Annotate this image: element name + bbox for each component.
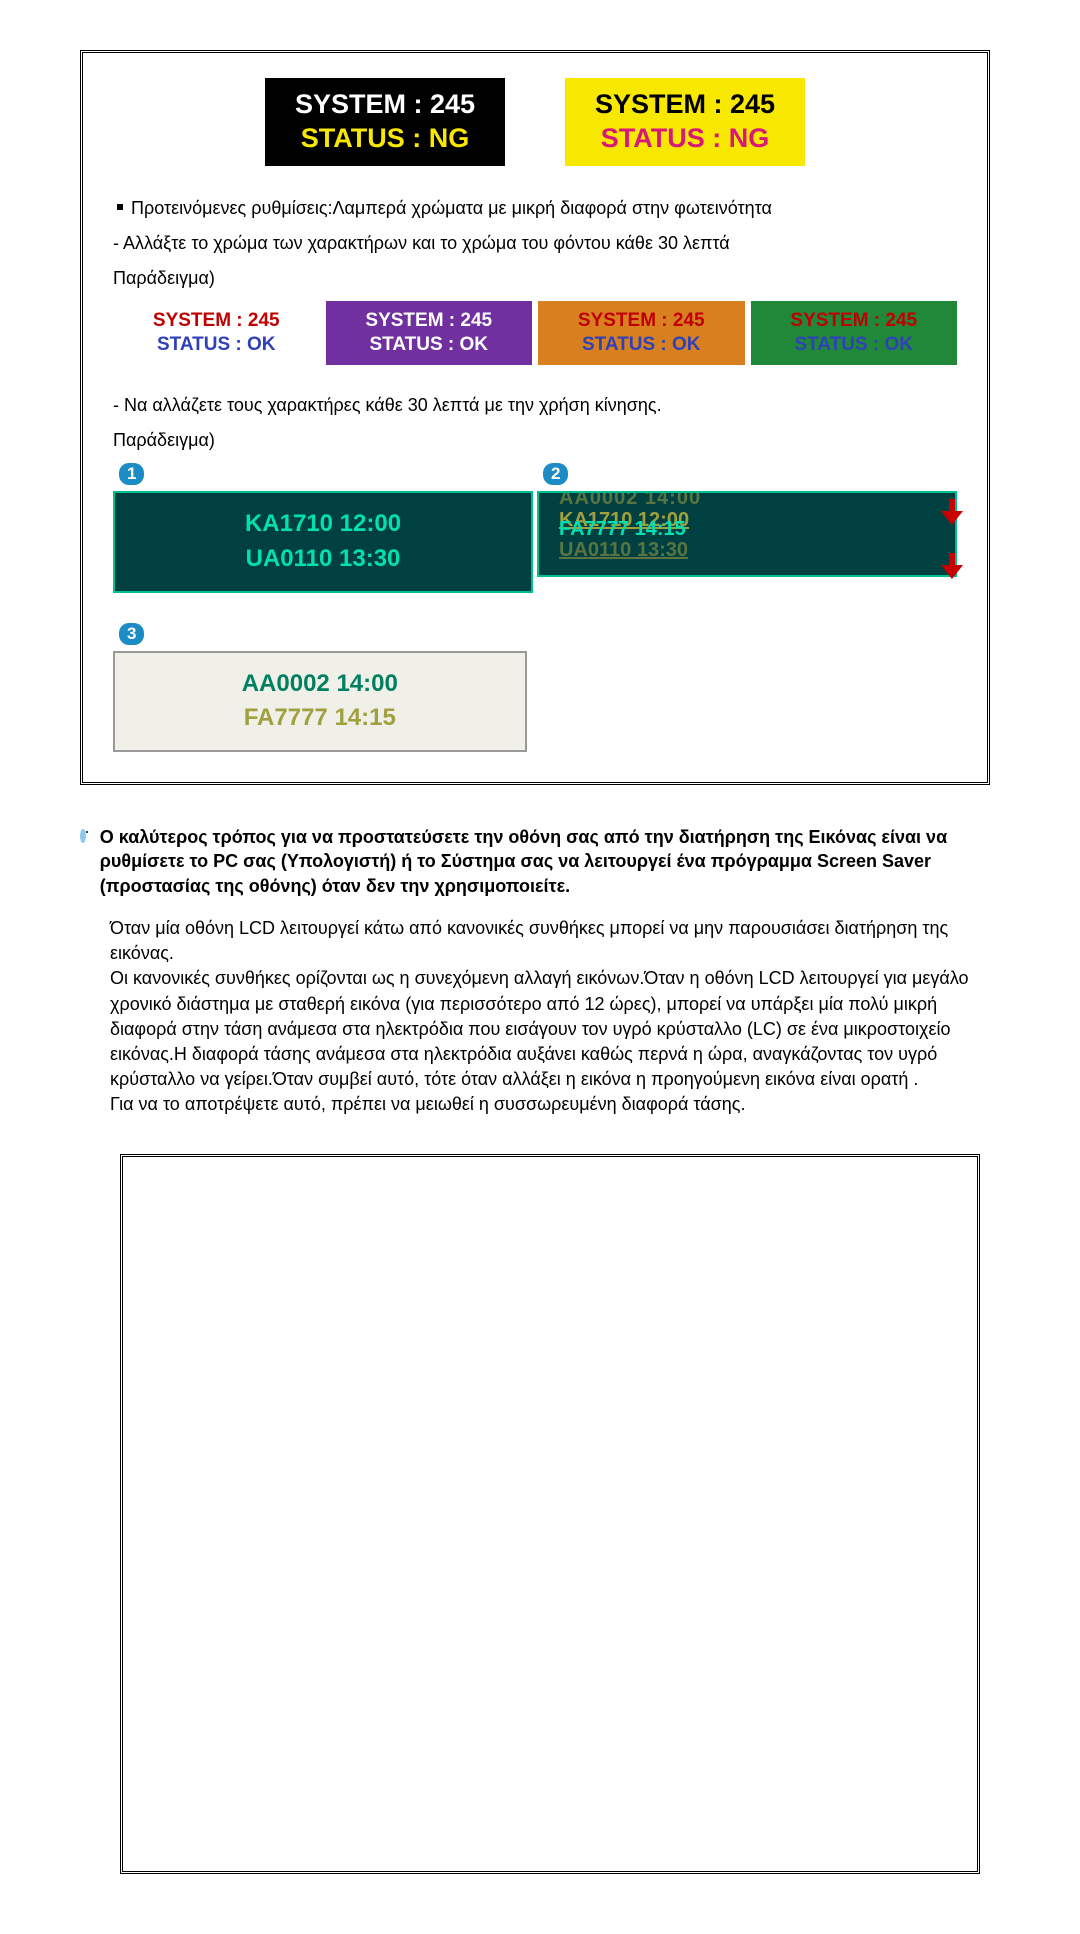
small-status-box: SYSTEM : 245STATUS : OK xyxy=(751,301,958,365)
note-bold-text: Ο καλύτερος τρόπος για να προστατεύσετε … xyxy=(100,825,990,898)
recommendation-1: Προτεινόμενες ρυθμίσεις:Λαμπερά χρώματα … xyxy=(113,196,957,221)
status-line: STATUS : NG xyxy=(595,122,775,156)
small-status-row: SYSTEM : 245STATUS : OKSYSTEM : 245STATU… xyxy=(113,301,957,365)
scroll-arrows xyxy=(941,499,963,579)
big-status-pair: SYSTEM : 245 STATUS : NG SYSTEM : 245 ST… xyxy=(113,78,957,166)
note-row: Ο καλύτερος τρόπος για να προστατεύσετε … xyxy=(80,825,990,898)
ticker-line: UA0110 13:30 xyxy=(559,539,935,561)
ticker-line: FA7777 14:15 xyxy=(135,701,505,736)
system-line: SYSTEM : 245 xyxy=(330,309,529,333)
status-line: STATUS : OK xyxy=(330,333,529,357)
empty-panel xyxy=(120,1154,980,1874)
examples-panel: SYSTEM : 245 STATUS : NG SYSTEM : 245 ST… xyxy=(80,50,990,785)
empty-panel-wrap xyxy=(110,1144,990,1884)
system-line: SYSTEM : 245 xyxy=(755,309,954,333)
status-line: STATUS : OK xyxy=(755,333,954,357)
small-status-box: SYSTEM : 245STATUS : OK xyxy=(113,301,320,365)
badge-2: 2 xyxy=(543,463,568,485)
small-status-box: SYSTEM : 245STATUS : OK xyxy=(538,301,745,365)
paragraph-1: Όταν μία οθόνη LCD λειτουργεί κάτω από κ… xyxy=(110,916,990,966)
system-line: SYSTEM : 245 xyxy=(542,309,741,333)
ticker-line: KA1710 12:00 xyxy=(135,507,511,542)
ticker-3: AA0002 14:00FA7777 14:15 xyxy=(113,651,527,753)
recommendation-3: - Να αλλάζετε τους χαρακτήρες κάθε 30 λε… xyxy=(113,393,957,418)
ticker-line: AA0002 14:00 xyxy=(559,491,935,509)
badge-3: 3 xyxy=(119,623,144,645)
example-label-2: Παράδειγμα) xyxy=(113,428,957,453)
status-box-right: SYSTEM : 245 STATUS : NG xyxy=(565,78,805,166)
status-box-left: SYSTEM : 245 STATUS : NG xyxy=(265,78,505,166)
badge-1: 1 xyxy=(119,463,144,485)
system-line: SYSTEM : 245 xyxy=(595,88,775,122)
bullet-dot xyxy=(117,204,123,210)
paragraph-2: Οι κανονικές συνθήκες ορίζονται ως η συν… xyxy=(110,966,990,1092)
ticker-row-2: 3 AA0002 14:00FA7777 14:15 xyxy=(113,623,957,753)
ticker-line: AA0002 14:00 xyxy=(135,667,505,702)
text: Προτεινόμενες ρυθμίσεις:Λαμπερά χρώματα … xyxy=(131,198,772,218)
ticker-line: UA0110 13:30 xyxy=(135,542,511,577)
small-status-box: SYSTEM : 245STATUS : OK xyxy=(326,301,533,365)
ticker-1: KA1710 12:00UA0110 13:30 xyxy=(113,491,533,593)
paragraph-3: Για να το αποτρέψετε αυτό, πρέπει να μει… xyxy=(110,1092,990,1117)
arrow-down-icon xyxy=(941,499,963,525)
system-line: SYSTEM : 245 xyxy=(117,309,316,333)
example-label-1: Παράδειγμα) xyxy=(113,266,957,291)
info-icon xyxy=(80,829,86,843)
system-line: SYSTEM : 245 xyxy=(295,88,475,122)
status-line: STATUS : OK xyxy=(117,333,316,357)
recommendation-2: - Αλλάξτε το χρώμα των χαρακτήρων και το… xyxy=(113,231,957,256)
status-line: STATUS : OK xyxy=(542,333,741,357)
ticker-2: AA0002 14:00KA1710 12:00FA7777 14:15UA01… xyxy=(537,491,957,577)
ticker-row-1: 1 KA1710 12:00UA0110 13:30 2 AA0002 14:0… xyxy=(113,463,957,593)
ticker-line: KA1710 12:00FA7777 14:15 xyxy=(559,509,935,539)
arrow-down-icon xyxy=(941,553,963,579)
status-line: STATUS : NG xyxy=(295,122,475,156)
